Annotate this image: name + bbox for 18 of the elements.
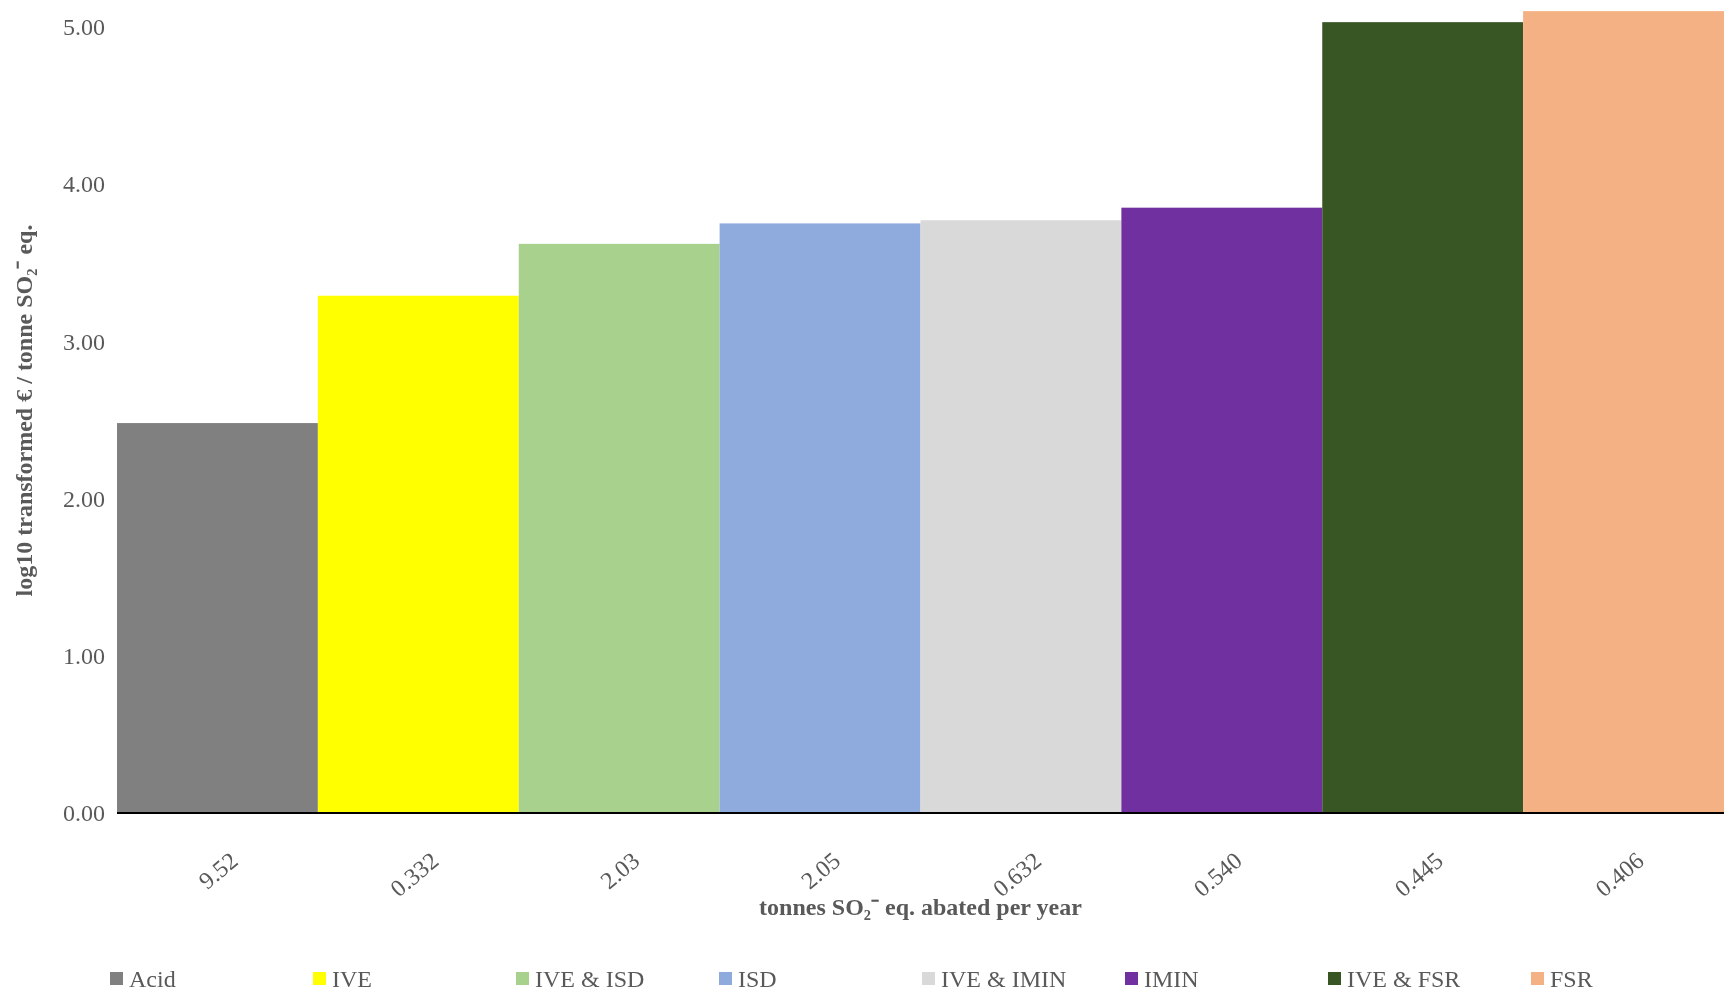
y-axis-title: log10 transformed € / tonne SO₂⁻ eq. [11,224,37,597]
legend-label: ISD [738,966,777,992]
y-tick-label: 2.00 [63,485,105,512]
legend-label: Acid [129,966,176,992]
legend-label: FSR [1550,966,1593,992]
x-tick-label: 9.52 [193,847,243,895]
x-tick-label: 2.05 [796,847,846,895]
y-tick-label: 5.00 [63,14,105,41]
legend-label: IVE & FSR [1347,966,1461,992]
legend-label: IVE & ISD [535,966,645,992]
y-tick-label: 3.00 [63,328,105,355]
y-tick-label: 0.00 [63,800,105,827]
legend-label: IMIN [1144,966,1199,992]
y-tick-label: 4.00 [63,171,105,198]
y-tick-label: 1.00 [63,642,105,669]
x-tick-label: 2.03 [595,847,645,895]
legend-label: IVE [332,966,372,992]
legend-label: IVE & IMIN [941,966,1067,992]
